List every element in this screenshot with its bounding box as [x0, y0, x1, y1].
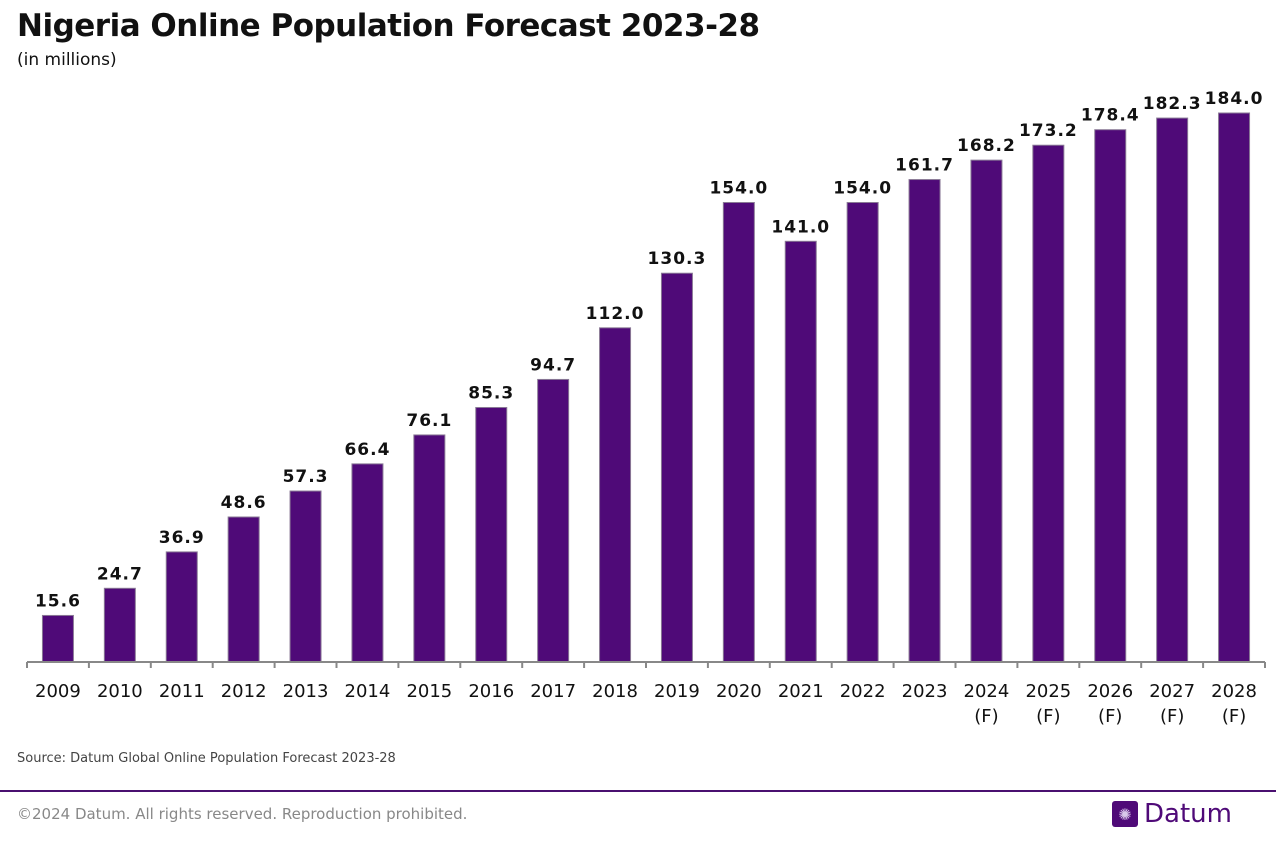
x-tick-label-19: 2028 — [1211, 681, 1257, 702]
logo-text: Datum — [1144, 799, 1232, 829]
x-tick-label-10: 2019 — [654, 681, 700, 702]
x-tick-label-7: 2016 — [468, 681, 514, 702]
x-tick-label-2: 2011 — [159, 681, 205, 702]
bar-9 — [599, 327, 632, 663]
bar-12 — [784, 240, 817, 663]
data-label-5: 66.4 — [344, 440, 390, 460]
x-tick-label-9: 2018 — [592, 681, 638, 702]
bar-5 — [351, 463, 384, 663]
bar-18 — [1156, 117, 1189, 663]
data-label-2: 36.9 — [159, 528, 205, 548]
data-label-3: 48.6 — [221, 493, 267, 513]
bar-6 — [413, 434, 446, 663]
data-label-19: 184.0 — [1205, 89, 1264, 109]
bar-chart: 15.6 2009 24.7 2010 36.9 2011 48.6 2012 57.3 2013… — [26, 89, 1266, 727]
x-tick-label-18: 2027 — [1149, 681, 1195, 702]
x-tick-label-3: 2012 — [221, 681, 267, 702]
bar-8 — [537, 378, 570, 663]
data-label-16: 173.2 — [1019, 121, 1078, 141]
bar-14 — [908, 179, 941, 663]
x-tick-label-12: 2021 — [778, 681, 824, 702]
bar-0 — [41, 614, 74, 663]
data-label-4: 57.3 — [283, 467, 329, 487]
x-tick-label-13: 2022 — [840, 681, 886, 702]
x-tick-label-16: 2025 — [1025, 681, 1071, 702]
data-label-14: 161.7 — [895, 156, 954, 176]
data-label-9: 112.0 — [586, 304, 645, 324]
x-tick-label-16-sub: (F) — [1036, 706, 1060, 727]
x-tick-label-4: 2013 — [283, 681, 329, 702]
x-tick-label-5: 2014 — [345, 681, 391, 702]
bar-4 — [289, 490, 322, 663]
x-tick-label-15: 2024 — [964, 681, 1010, 702]
bar-2 — [165, 551, 198, 663]
data-label-10: 130.3 — [648, 249, 707, 269]
bar-17 — [1094, 129, 1127, 663]
copyright-text: ©2024 Datum. All rights reserved. Reprod… — [17, 805, 468, 823]
x-tick-label-17: 2026 — [1087, 681, 1133, 702]
x-tick-label-8: 2017 — [530, 681, 576, 702]
bar-15 — [970, 159, 1003, 663]
source-note: Source: Datum Global Online Population F… — [17, 751, 396, 766]
x-tick-label-6: 2015 — [406, 681, 452, 702]
datum-logo: ✺ Datum — [1112, 799, 1232, 829]
x-tick-label-11: 2020 — [716, 681, 762, 702]
data-label-17: 178.4 — [1081, 106, 1140, 126]
data-label-6: 76.1 — [406, 411, 452, 431]
x-tick-label-19-sub: (F) — [1222, 706, 1246, 727]
x-tick-label-18-sub: (F) — [1160, 706, 1184, 727]
data-label-7: 85.3 — [468, 383, 514, 403]
x-tick-label-15-sub: (F) — [974, 706, 998, 727]
data-label-15: 168.2 — [957, 136, 1016, 156]
data-label-11: 154.0 — [709, 179, 768, 199]
bar-13 — [846, 202, 879, 663]
x-tick-label-17-sub: (F) — [1098, 706, 1122, 727]
chart-title: Nigeria Online Population Forecast 2023-… — [17, 8, 760, 44]
data-label-13: 154.0 — [833, 179, 892, 199]
bar-11 — [722, 202, 755, 663]
bar-1 — [103, 587, 136, 663]
globe-icon: ✺ — [1112, 801, 1138, 827]
data-label-0: 15.6 — [35, 591, 81, 611]
chart-subtitle: (in millions) — [17, 50, 117, 70]
footer-divider — [0, 790, 1276, 792]
x-tick-label-1: 2010 — [97, 681, 143, 702]
bar-10 — [660, 272, 693, 663]
data-label-12: 141.0 — [771, 217, 830, 237]
bar-19 — [1218, 112, 1251, 663]
bar-3 — [227, 516, 260, 663]
data-label-8: 94.7 — [530, 355, 576, 375]
data-label-1: 24.7 — [97, 564, 143, 584]
bar-16 — [1032, 144, 1065, 663]
data-label-18: 182.3 — [1143, 94, 1202, 114]
x-tick-label-0: 2009 — [35, 681, 81, 702]
bar-7 — [475, 406, 508, 663]
x-tick-label-14: 2023 — [902, 681, 948, 702]
